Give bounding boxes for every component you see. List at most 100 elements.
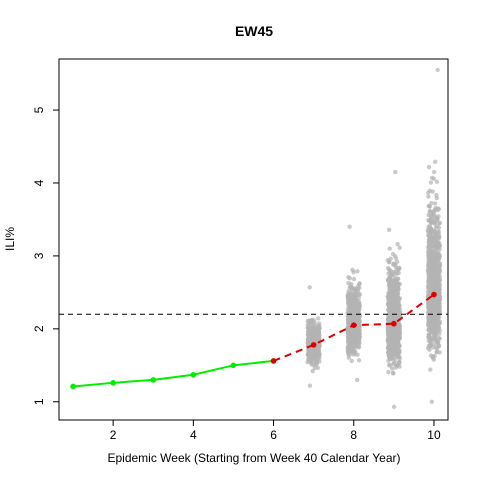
- simulation-point: [432, 159, 438, 164]
- simulation-point: [346, 275, 351, 280]
- simulation-point: [355, 269, 360, 274]
- simulation-point: [426, 316, 431, 322]
- simulation-point: [346, 351, 351, 357]
- simulation-point: [437, 319, 442, 324]
- simulation-point: [356, 358, 362, 363]
- simulation-point: [357, 301, 362, 306]
- simulation-week-9: [385, 169, 403, 410]
- simulation-point: [394, 278, 400, 284]
- simulation-point: [350, 344, 356, 350]
- simulation-point: [393, 309, 398, 315]
- simulation-point: [433, 325, 438, 331]
- simulation-point: [349, 358, 354, 364]
- simulation-point: [426, 190, 431, 195]
- simulation-point: [430, 229, 435, 235]
- y-tick-label: 4: [32, 179, 46, 186]
- simulation-point: [387, 339, 393, 344]
- simulation-point: [355, 341, 360, 346]
- simulation-point: [426, 343, 432, 349]
- simulation-point: [389, 317, 394, 322]
- simulation-point: [307, 334, 312, 339]
- x-tick-label: 4: [190, 428, 197, 442]
- simulation-point: [353, 314, 358, 320]
- simulation-point: [347, 224, 352, 229]
- simulation-point: [435, 67, 440, 73]
- y-tick-label: 1: [32, 398, 46, 405]
- simulation-point: [437, 309, 442, 314]
- simulation-point: [426, 332, 432, 337]
- simulation-point: [433, 246, 438, 251]
- simulation-point: [429, 329, 435, 335]
- simulation-point: [437, 247, 442, 252]
- simulation-point: [348, 319, 353, 324]
- simulation-point: [397, 323, 402, 328]
- simulation-point: [349, 300, 354, 305]
- simulation-point: [346, 280, 351, 286]
- simulation-cloud: [305, 67, 443, 410]
- simulation-point: [426, 323, 431, 328]
- simulation-point: [357, 314, 362, 320]
- simulation-point: [306, 352, 312, 358]
- series-point-observed: [70, 383, 76, 390]
- simulation-point: [349, 296, 355, 301]
- simulation-point: [391, 269, 397, 275]
- simulation-point: [394, 301, 400, 306]
- simulation-point: [394, 336, 399, 341]
- simulation-point: [354, 337, 360, 343]
- simulation-point: [390, 346, 396, 352]
- simulation-point: [387, 267, 392, 272]
- simulation-point: [437, 350, 442, 355]
- simulation-point: [426, 264, 431, 269]
- simulation-point: [386, 346, 391, 352]
- simulation-point: [435, 257, 440, 262]
- series-point-forecast-median: [310, 342, 317, 348]
- series-point-observed: [110, 380, 116, 386]
- simulation-point: [429, 200, 434, 206]
- simulation-point: [430, 264, 435, 270]
- simulation-point: [426, 212, 431, 218]
- simulation-point: [436, 221, 442, 226]
- simulation-point: [386, 306, 392, 311]
- simulation-point: [430, 212, 435, 217]
- simulation-point: [389, 356, 394, 362]
- simulation-point: [392, 356, 398, 361]
- simulation-point: [387, 302, 393, 308]
- simulation-point: [397, 245, 402, 250]
- simulation-point: [346, 355, 352, 360]
- simulation-point: [426, 267, 431, 273]
- simulation-point: [396, 361, 402, 366]
- x-tick-label: 8: [350, 428, 357, 442]
- simulation-point: [393, 169, 398, 175]
- simulation-point: [428, 337, 433, 342]
- simulation-point: [311, 328, 317, 333]
- simulation-point: [391, 262, 396, 267]
- simulation-point: [354, 377, 360, 383]
- simulation-point: [388, 312, 393, 317]
- simulation-point: [427, 347, 432, 352]
- simulation-point: [432, 333, 437, 339]
- simulation-point: [431, 345, 436, 350]
- simulation-point: [428, 353, 434, 358]
- simulation-point: [351, 286, 357, 291]
- y-tick-label: 3: [32, 252, 46, 259]
- y-tick-label: 5: [32, 106, 46, 113]
- x-tick-label: 6: [270, 428, 277, 442]
- simulation-point: [307, 285, 312, 290]
- x-tick-label: 10: [427, 428, 441, 442]
- simulation-point: [345, 297, 351, 303]
- series-point-observed: [230, 362, 237, 369]
- simulation-point: [433, 314, 438, 320]
- simulation-point: [436, 230, 441, 235]
- simulation-point: [437, 277, 443, 283]
- simulation-point: [429, 278, 434, 283]
- simulation-point: [426, 327, 431, 333]
- simulation-point: [347, 285, 352, 291]
- series-point-forecast-median: [350, 322, 357, 328]
- simulation-point: [428, 235, 433, 240]
- simulation-point: [431, 176, 437, 181]
- simulation-point: [431, 310, 436, 315]
- simulation-point: [428, 180, 434, 185]
- simulation-point: [394, 328, 399, 333]
- simulation-point: [428, 226, 433, 231]
- simulation-point: [429, 286, 434, 292]
